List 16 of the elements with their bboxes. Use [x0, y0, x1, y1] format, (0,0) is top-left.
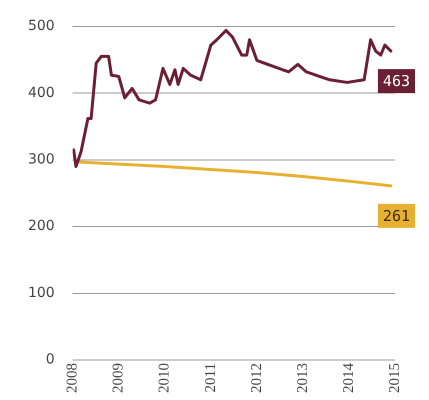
x-tick-label: 2014 [340, 362, 357, 393]
y-tick-label: 200 [28, 218, 55, 234]
x-tick-label: 2008 [64, 363, 81, 393]
x-tick-label: 2009 [110, 363, 127, 393]
y-tick-label: 0 [46, 352, 55, 368]
x-tick-label: 2010 [156, 363, 173, 393]
data-label: 463 [382, 72, 410, 90]
x-tick-label: 2013 [294, 363, 311, 393]
y-tick-label: 100 [28, 284, 55, 301]
y-tick-label: 400 [28, 84, 55, 101]
x-tick-label: 2011 [202, 363, 219, 392]
y-tick-label: 300 [28, 151, 55, 168]
x-tick-label: 2015 [386, 363, 403, 393]
data-label: 261 [382, 206, 410, 225]
y-tick-label: 500 [28, 18, 55, 34]
x-tick-label: 2012 [248, 363, 265, 393]
